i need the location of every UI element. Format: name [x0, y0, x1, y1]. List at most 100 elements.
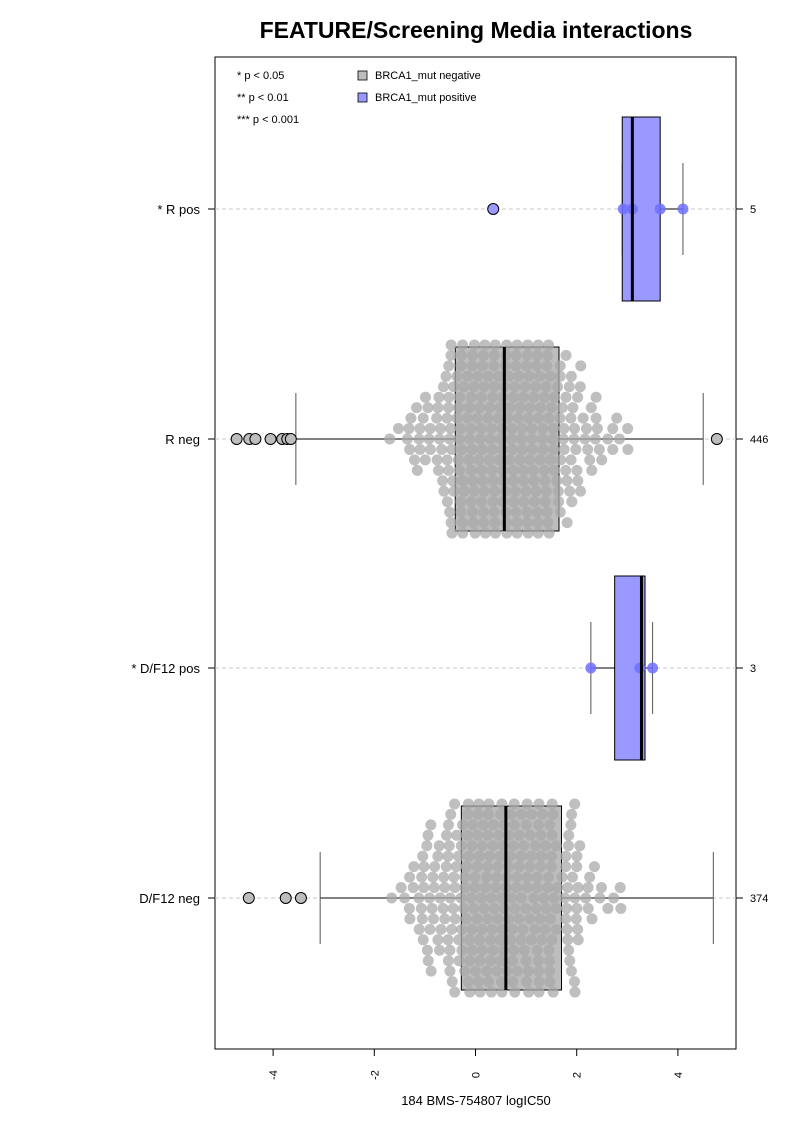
data-point [524, 829, 536, 841]
data-point [448, 871, 460, 883]
data-point [572, 475, 584, 487]
data-point [444, 506, 456, 518]
data-point [476, 443, 488, 455]
data-point [422, 955, 434, 967]
data-point [572, 923, 584, 935]
data-point [524, 861, 536, 873]
data-point [459, 871, 471, 883]
data-point [494, 402, 506, 414]
data-point [484, 934, 496, 946]
data-point [560, 391, 572, 403]
data-point [533, 798, 545, 810]
data-point [441, 412, 453, 424]
data-point [531, 360, 543, 372]
data-point [468, 339, 480, 351]
data-point [462, 370, 474, 382]
data-point [547, 433, 559, 445]
data-point [507, 840, 519, 852]
data-point [577, 412, 589, 424]
data-point [544, 955, 556, 967]
data-point [521, 871, 533, 883]
data-point [607, 443, 619, 455]
data-point [494, 808, 506, 820]
data-point [444, 944, 456, 956]
data-point [547, 986, 559, 998]
group-label: R neg [165, 432, 200, 447]
data-point [574, 381, 586, 393]
data-point [545, 913, 557, 925]
data-point [521, 798, 533, 810]
data-point [468, 485, 480, 497]
data-point [582, 902, 594, 914]
data-point [475, 433, 487, 445]
data-point [462, 798, 474, 810]
data-point [479, 527, 491, 539]
data-point [468, 381, 480, 393]
data-point [421, 840, 433, 852]
data-point [449, 986, 461, 998]
data-point [386, 892, 398, 904]
data-point [432, 934, 444, 946]
data-point [481, 965, 493, 977]
data-point [477, 506, 489, 518]
data-point [540, 485, 552, 497]
data-point [438, 381, 450, 393]
group-label: D/F12 neg [139, 891, 200, 906]
data-point [622, 443, 634, 455]
data-point [547, 423, 559, 435]
data-point [438, 485, 450, 497]
data-point [525, 850, 537, 862]
data-point [448, 485, 460, 497]
data-point [447, 902, 459, 914]
data-point [424, 443, 436, 455]
data-point [548, 443, 560, 455]
data-point [504, 402, 516, 414]
data-point [542, 349, 554, 361]
data-point [524, 402, 536, 414]
group-count: 5 [750, 204, 756, 216]
group-2: * D/F12 pos 3 [131, 575, 756, 761]
data-point [493, 829, 505, 841]
data-point [594, 892, 606, 904]
data-point [428, 882, 440, 894]
data-point [566, 808, 578, 820]
data-point [456, 944, 468, 956]
data-point [417, 850, 429, 862]
data-point [508, 798, 520, 810]
data-point [482, 829, 494, 841]
group-label: * R pos [157, 202, 200, 217]
data-point [501, 517, 513, 529]
data-point [443, 464, 455, 476]
data-point [469, 882, 481, 894]
data-point [565, 454, 577, 466]
data-point [493, 454, 505, 466]
data-point [541, 360, 553, 372]
data-point [456, 923, 468, 935]
data-point [492, 861, 504, 873]
data-point [474, 986, 486, 998]
data-point [564, 485, 576, 497]
data-point [571, 861, 583, 873]
data-point [458, 381, 470, 393]
data-point [514, 402, 526, 414]
pvalue-key-2: ** p < 0.01 [237, 92, 289, 104]
data-point [481, 871, 493, 883]
data-point [487, 819, 499, 831]
data-point [427, 871, 439, 883]
data-point [472, 808, 484, 820]
outlier-point [264, 433, 277, 445]
data-point [495, 976, 507, 988]
data-point [465, 391, 477, 403]
data-point [532, 527, 544, 539]
data-point [542, 882, 554, 894]
data-point [540, 381, 552, 393]
data-point [446, 527, 458, 539]
outlier-point [294, 892, 307, 904]
swarm-points [386, 798, 627, 998]
data-point [434, 944, 446, 956]
data-point [436, 443, 448, 455]
data-point [561, 902, 573, 914]
data-point [541, 506, 553, 518]
data-point [478, 902, 490, 914]
data-point [437, 475, 449, 487]
